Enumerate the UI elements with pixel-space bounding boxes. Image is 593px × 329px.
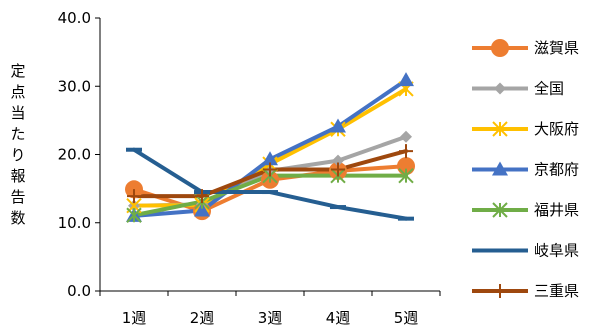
y-axis-label-char: た — [10, 125, 25, 143]
legend-marker — [492, 202, 508, 218]
x-tick-label: 2週 — [190, 309, 215, 327]
axes: 0.0 10.0 20.0 30.0 40.0 1週 2週 3週 4週 5週 — [58, 9, 441, 327]
data-point — [194, 202, 210, 217]
data-point — [400, 130, 412, 143]
y-tick-label: 0.0 — [67, 282, 91, 300]
y-tick-label: 20.0 — [58, 146, 91, 164]
x-tick-label: 1週 — [122, 309, 147, 327]
data-point — [332, 154, 344, 167]
legend-marker — [493, 284, 507, 298]
data-point — [398, 167, 414, 184]
data-point — [127, 189, 141, 204]
legend-label: 滋賀県 — [534, 39, 579, 57]
y-axis-label-char: 告 — [10, 188, 25, 206]
y-axis-label-char: 点 — [10, 83, 25, 101]
legend-label: 全国 — [534, 80, 564, 98]
y-axis-label-char: り — [10, 146, 25, 164]
data-point — [398, 72, 414, 87]
legend-label: 大阪府 — [534, 120, 579, 138]
legend-marker — [494, 82, 506, 95]
data-point — [126, 207, 142, 223]
data-point — [195, 189, 209, 204]
legend-label: 岐阜県 — [534, 242, 579, 260]
series-markers — [125, 72, 415, 223]
data-point — [330, 118, 346, 133]
x-tick-label: 4週 — [326, 309, 351, 327]
x-tick-label: 5週 — [394, 309, 419, 327]
y-axis-label-char: 定 — [10, 62, 25, 80]
y-tick-label: 10.0 — [58, 214, 91, 232]
legend-label: 京都府 — [534, 161, 579, 179]
data-point — [263, 162, 277, 177]
series-lines — [132, 78, 408, 221]
y-axis-label-char: 報 — [10, 167, 25, 185]
legend-marker — [491, 39, 509, 57]
legend-label: 三重県 — [534, 282, 579, 300]
y-tick-label: 40.0 — [58, 9, 91, 27]
y-tick-label: 30.0 — [58, 77, 91, 95]
legend-marker — [492, 121, 508, 137]
y-axis-label-char: 当 — [10, 104, 25, 122]
legend-marker — [492, 161, 508, 176]
legend-label: 福井県 — [534, 201, 579, 219]
y-axis-label-char: 数 — [10, 209, 25, 227]
data-point — [331, 162, 345, 177]
data-point — [399, 144, 413, 159]
x-tick-label: 3週 — [258, 309, 283, 327]
data-point — [262, 151, 278, 166]
